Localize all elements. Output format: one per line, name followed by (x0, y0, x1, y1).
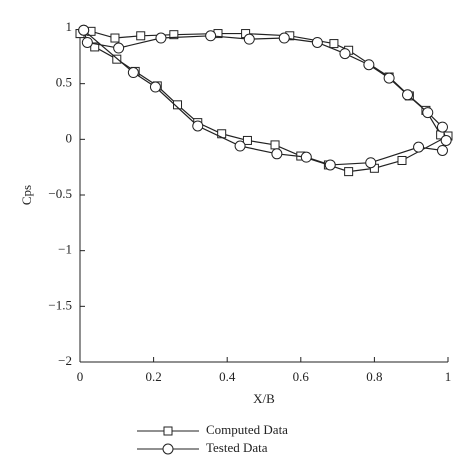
legend-label: Tested Data (206, 440, 268, 455)
marker (113, 42, 125, 54)
marker (365, 157, 377, 169)
marker (270, 140, 280, 150)
marker (339, 48, 351, 60)
marker (110, 33, 120, 43)
marker (136, 31, 146, 41)
x-axis-label: X/B (253, 391, 275, 406)
marker (300, 151, 312, 163)
marker (363, 59, 375, 71)
y-tick-label: −1.5 (48, 297, 72, 312)
marker (402, 89, 414, 101)
y-tick-label: −1 (58, 242, 72, 257)
marker (242, 135, 252, 145)
marker (344, 167, 354, 177)
marker (192, 120, 204, 132)
x-tick-label: 0 (77, 369, 84, 384)
series-line (83, 29, 447, 166)
marker (422, 107, 434, 119)
marker (149, 81, 161, 93)
marker (311, 36, 323, 48)
marker (440, 134, 452, 146)
marker (383, 72, 395, 84)
x-tick-label: 0.4 (219, 369, 236, 384)
marker (436, 144, 448, 156)
x-tick-label: 0.2 (145, 369, 161, 384)
marker (173, 100, 183, 110)
y-tick-label: 0.5 (56, 75, 72, 90)
marker (243, 33, 255, 45)
marker (81, 36, 93, 48)
marker (205, 30, 217, 42)
marker (155, 32, 167, 44)
marker (329, 39, 339, 49)
y-axis-label: Cps (19, 185, 34, 205)
marker (127, 67, 139, 79)
marker (78, 24, 90, 36)
x-tick-label: 0.6 (293, 369, 310, 384)
marker (436, 121, 448, 133)
y-tick-label: −2 (58, 353, 72, 368)
marker (413, 141, 425, 153)
legend-marker (163, 426, 173, 436)
marker (90, 42, 100, 52)
marker (278, 32, 290, 44)
marker (234, 140, 246, 152)
marker (169, 30, 179, 40)
y-tick-label: 0 (66, 130, 73, 145)
marker (397, 155, 407, 165)
marker (324, 159, 336, 171)
y-tick-label: −0.5 (48, 186, 72, 201)
y-tick-label: 1 (66, 19, 73, 34)
legend-label: Computed Data (206, 422, 288, 437)
x-tick-label: 0.8 (366, 369, 382, 384)
legend-marker (162, 443, 174, 455)
x-tick-label: 1 (445, 369, 452, 384)
marker (271, 148, 283, 160)
